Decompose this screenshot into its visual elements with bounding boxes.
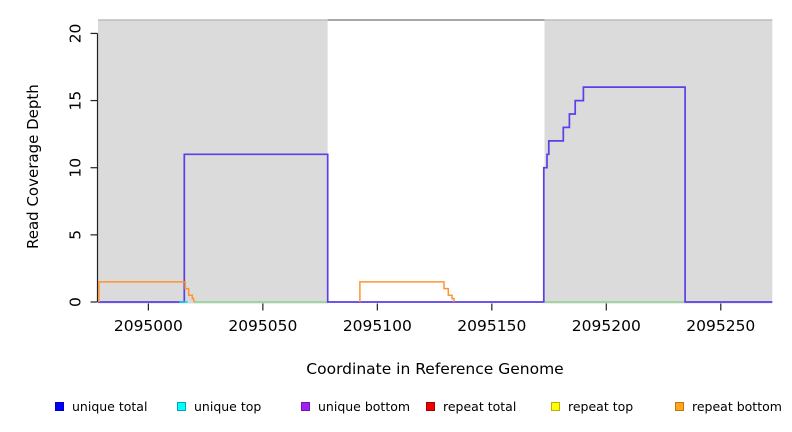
legend-label: repeat bottom [692,398,782,414]
legend-swatch-icon [551,401,560,411]
series-line-repeat-bottom-left [98,281,195,302]
y-axis-label: Read Coverage Depth [24,84,42,250]
series-line-repeat-bottom-middle [359,281,455,302]
y-tick-label: 0 [67,297,85,307]
legend-item-unique-total: unique total [55,396,147,416]
x-tick-label: 2095000 [114,317,183,335]
x-tick-label: 2095250 [686,317,755,335]
legend-label: unique bottom [318,398,411,414]
x-axis-label: Coordinate in Reference Genome [306,360,564,378]
legend-swatch-icon [675,401,684,411]
shaded-region [98,20,328,304]
legend-label: unique total [72,398,148,414]
legend-swatch-icon [55,401,64,411]
coverage-plot: 0 5 10 15 20 2095000 2095050 2095100 2095150 2095… [67,19,773,335]
y-tick-label: 10 [67,158,85,178]
legend-swatch-icon [426,401,435,411]
legend-item-unique-top: unique top [177,396,261,416]
legend-item-repeat-bottom: repeat bottom [675,396,782,416]
legend-label: unique top [194,398,262,414]
legend-label: repeat total [443,398,517,414]
y-tick-label: 15 [67,91,85,111]
y-tick-label: 20 [67,24,85,44]
x-tick-label: 2095150 [457,317,526,335]
x-tick-label: 2095100 [343,317,412,335]
shaded-region [544,20,773,304]
legend-label: repeat top [568,398,634,414]
y-tick-label: 5 [67,230,85,240]
x-tick-label: 2095200 [572,317,641,335]
x-tick-label: 2095050 [228,317,297,335]
legend-swatch-icon [301,401,310,411]
legend-item-unique-bottom: unique bottom [301,396,410,416]
legend-item-repeat-top: repeat top [551,396,633,416]
legend-item-repeat-total: repeat total [426,396,516,416]
series-line-unique-total-bottom [98,86,773,303]
legend: unique total unique top unique bottom repea… [0,396,792,424]
legend-swatch-icon [177,401,186,411]
